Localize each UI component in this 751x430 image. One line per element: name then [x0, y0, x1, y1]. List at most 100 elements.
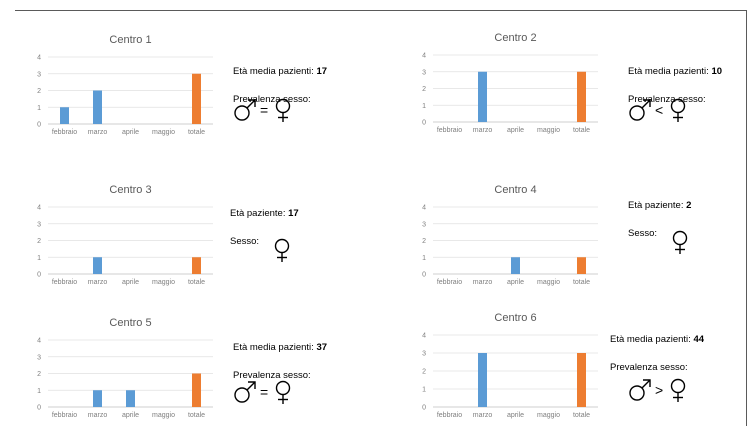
- x-tick-label: marzo: [473, 127, 493, 134]
- chart-title: Centro 3: [109, 184, 151, 196]
- centro-5-chart: Centro 5 0 1 2 3 4 febbraio marzo aprile maggio to…: [37, 317, 213, 419]
- sex-label: Prevalenza sesso:: [610, 362, 688, 373]
- y-tick-label: 2: [422, 369, 426, 376]
- sex-label: Prevalenza sesso:: [628, 94, 706, 105]
- x-tick-label: maggio: [152, 279, 175, 286]
- centro-2-chart: Centro 2 0 1 2 3 4 febbraio marzo aprile maggio to…: [422, 32, 598, 134]
- age-label: Età media pazienti:: [610, 334, 694, 345]
- age-value: 10: [711, 66, 723, 77]
- x-tick-label: febbraio: [52, 412, 77, 419]
- centro-1-chart: Centro 1 0 1 2 3 4 febbraio marzo aprile maggio to…: [37, 34, 213, 136]
- y-tick-label: 1: [422, 387, 426, 394]
- male-icon: [233, 98, 257, 122]
- centro-5-info: Età media pazienti: 37 Prevalenza sesso:: [233, 342, 327, 381]
- male-icon: [628, 378, 652, 402]
- centro-4-chart: Centro 4 0 1 2 3 4 febbraio marzo aprile maggio to…: [422, 184, 598, 286]
- y-tick-label: 1: [37, 255, 41, 262]
- x-tick-label: marzo: [473, 412, 493, 419]
- sex-label: Sesso:: [230, 236, 260, 247]
- female-icon: [271, 98, 295, 122]
- y-tick-label: 3: [422, 69, 426, 76]
- x-tick-label: marzo: [88, 412, 108, 419]
- bar-totale: [192, 257, 201, 274]
- age-label: Età paziente:: [230, 208, 289, 219]
- sex-label: Sesso:: [628, 228, 658, 239]
- x-tick-label: aprile: [122, 279, 139, 286]
- sex-symbols: [270, 238, 294, 262]
- female-icon: [668, 230, 692, 254]
- age-label: Età media pazienti:: [628, 66, 712, 77]
- sex-label: Prevalenza sesso:: [233, 94, 311, 105]
- y-tick-label: 2: [422, 238, 426, 245]
- x-tick-label: maggio: [537, 412, 560, 419]
- y-tick-label: 3: [37, 71, 41, 78]
- chart-title: Centro 5: [109, 317, 151, 329]
- age-line: Età media pazienti: 17: [233, 66, 327, 77]
- y-tick-label: 4: [37, 338, 41, 345]
- age-line: Età media pazienti: 10: [628, 66, 722, 77]
- centro-3-info: Età paziente: 17 Sesso:: [230, 208, 299, 247]
- y-tick-label: 2: [37, 88, 41, 95]
- bar-totale: [577, 257, 586, 274]
- x-tick-label: aprile: [507, 412, 524, 419]
- x-tick-label: aprile: [122, 412, 139, 419]
- x-tick-label: febbraio: [52, 279, 77, 286]
- y-tick-label: 0: [37, 272, 41, 279]
- sex-symbols: =: [233, 98, 295, 122]
- sex-symbols: <: [628, 98, 690, 122]
- age-line: Età paziente: 2: [628, 200, 691, 211]
- y-tick-label: 2: [422, 86, 426, 93]
- female-icon: [666, 378, 690, 402]
- y-tick-label: 4: [37, 205, 41, 212]
- x-tick-label: marzo: [88, 129, 108, 136]
- female-icon: [270, 238, 294, 262]
- bar-marzo: [93, 390, 102, 407]
- y-tick-label: 3: [422, 351, 426, 358]
- x-tick-label: aprile: [507, 127, 524, 134]
- age-value: 17: [288, 208, 299, 219]
- chart-title: Centro 4: [494, 184, 536, 196]
- x-tick-label: marzo: [88, 279, 108, 286]
- bar-marzo: [93, 257, 102, 274]
- y-tick-label: 3: [422, 221, 426, 228]
- x-tick-label: maggio: [152, 412, 175, 419]
- x-tick-label: maggio: [152, 129, 175, 136]
- centro-1-info: Età media pazienti: 17 Prevalenza sesso:: [233, 66, 327, 105]
- age-label: Età media pazienti:: [233, 342, 317, 353]
- centro-3-chart: Centro 3 0 1 2 3 4 febbraio marzo aprile maggio to…: [37, 184, 213, 286]
- y-tick-label: 1: [422, 103, 426, 110]
- sex-symbols: =: [233, 380, 295, 404]
- bar-totale: [577, 353, 586, 407]
- male-icon: [233, 380, 257, 404]
- figure-frame: [15, 10, 747, 426]
- bar-aprile: [126, 390, 135, 407]
- y-tick-label: 4: [422, 53, 426, 60]
- relation-sign: >: [655, 382, 664, 398]
- y-tick-label: 0: [37, 122, 41, 129]
- chart-title: Centro 2: [494, 32, 536, 44]
- y-tick-label: 3: [37, 354, 41, 361]
- y-tick-label: 1: [422, 255, 426, 262]
- y-tick-label: 4: [422, 205, 426, 212]
- relation-sign: =: [260, 384, 269, 400]
- x-tick-label: febbraio: [437, 412, 462, 419]
- age-line: Età media pazienti: 37: [233, 342, 327, 353]
- y-tick-label: 0: [422, 405, 426, 412]
- y-tick-label: 1: [37, 105, 41, 112]
- sex-symbols: [668, 230, 692, 254]
- x-tick-label: totale: [573, 412, 590, 419]
- x-tick-label: marzo: [473, 279, 493, 286]
- x-tick-label: febbraio: [437, 279, 462, 286]
- x-tick-label: maggio: [537, 279, 560, 286]
- x-tick-label: totale: [188, 129, 205, 136]
- y-tick-label: 4: [422, 333, 426, 340]
- y-tick-label: 2: [37, 238, 41, 245]
- male-icon: [628, 98, 652, 122]
- x-tick-label: aprile: [507, 279, 524, 286]
- centro-4-info: Età paziente: 2 Sesso:: [628, 200, 691, 239]
- bar-totale: [192, 373, 201, 407]
- bar-marzo: [93, 90, 102, 124]
- sex-symbols: >: [628, 378, 690, 402]
- y-tick-label: 3: [37, 221, 41, 228]
- bar-marzo: [478, 353, 487, 407]
